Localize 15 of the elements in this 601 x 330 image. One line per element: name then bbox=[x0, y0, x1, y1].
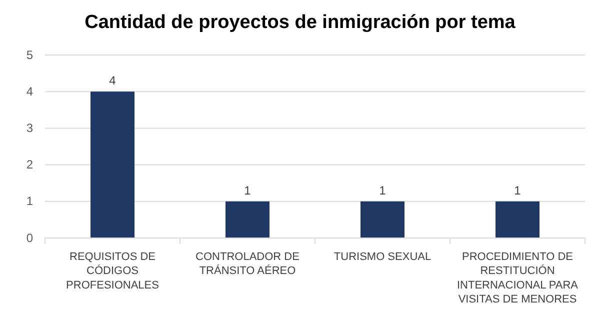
data-label: 1 bbox=[514, 183, 522, 198]
y-tick-label: 2 bbox=[26, 158, 34, 172]
chart-title: Cantidad de proyectos de inmigración por tema bbox=[84, 12, 516, 33]
y-tick-label: 5 bbox=[26, 48, 34, 62]
data-label: 1 bbox=[244, 183, 252, 198]
y-tick-label: 1 bbox=[26, 194, 34, 208]
x-tick-label: TURISMO SEXUAL bbox=[334, 250, 432, 263]
x-tick-label: PROCEDIMIENTO DE RESTITUCIÓN INTERNACIONAL PARA VISITAS DE MENORES bbox=[456, 250, 579, 306]
data-label: 1 bbox=[379, 183, 386, 198]
y-tick-label: 4 bbox=[26, 84, 34, 98]
y-tick-label: 0 bbox=[26, 230, 34, 245]
x-tick-label: REQUISITOS DE CÓDIGOS PROFESIONALES bbox=[66, 250, 159, 292]
x-tick-label: CONTROLADOR DE TRÁNSITO AÉREO bbox=[196, 250, 300, 278]
data-label: 4 bbox=[109, 74, 116, 88]
y-tick-label: 3 bbox=[26, 121, 34, 136]
